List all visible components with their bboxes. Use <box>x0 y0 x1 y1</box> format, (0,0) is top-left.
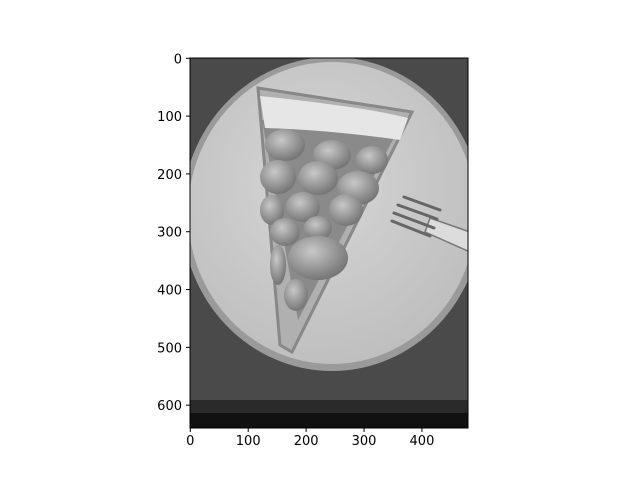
strawberries <box>260 129 388 311</box>
x-tick-label: 100 <box>236 434 261 449</box>
y-tick-label: 300 <box>157 226 182 241</box>
x-tick-label: 300 <box>352 434 377 449</box>
fork <box>390 195 468 252</box>
x-tick-label: 0 <box>186 434 194 449</box>
shadow <box>190 413 468 428</box>
x-tick-label: 200 <box>294 434 319 449</box>
cream <box>260 96 408 140</box>
axes-frame <box>189 57 469 429</box>
y-tick-label: 100 <box>157 110 182 125</box>
y-tick-label: 200 <box>157 168 182 183</box>
y-tick-label: 500 <box>157 341 182 356</box>
y-tick-label: 600 <box>157 399 182 414</box>
photo <box>190 58 468 428</box>
y-tick-label: 0 <box>174 52 182 67</box>
y-tick-label: 400 <box>157 284 182 299</box>
x-tick-label: 400 <box>410 434 435 449</box>
